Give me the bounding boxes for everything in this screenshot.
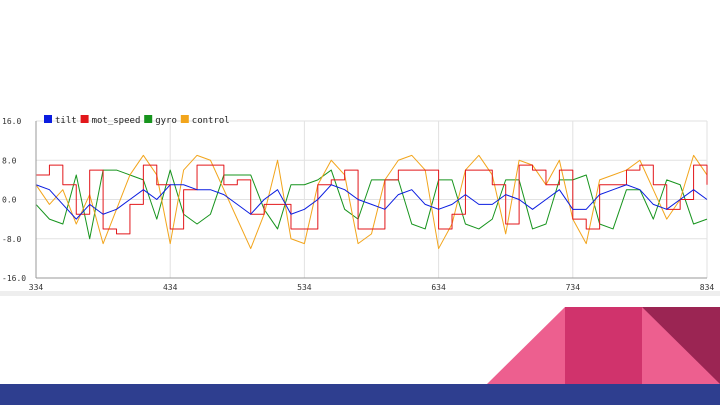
series-line-mot-speed: [36, 164, 708, 235]
legend-swatch-tilt: [44, 115, 52, 123]
legend: tilt mot_speed gyro control: [44, 115, 230, 126]
y-tick-label: -16.0: [2, 274, 26, 283]
series-layer: [35, 154, 708, 250]
bottom-bar: [0, 384, 720, 405]
legend-label: mot_speed: [92, 116, 141, 126]
serial-plotter: 16.0 8.0 0.0 -8.0 -16.0 334 434 534 634 734 834 ti…: [0, 113, 720, 296]
y-tick-label: 16.0: [2, 117, 21, 126]
series-line-tilt: [35, 184, 708, 220]
legend-label: tilt: [55, 116, 77, 126]
decor-triangle-right-dark: [642, 307, 720, 384]
series-line-control: [35, 154, 708, 250]
y-tick-label: 8.0: [2, 156, 17, 165]
legend-swatch-mot-speed: [80, 115, 89, 123]
x-tick-label: 534: [297, 283, 312, 292]
legend-swatch-control: [180, 115, 189, 123]
y-tick-label: 0.0: [2, 196, 17, 205]
decor-square-mid: [565, 307, 642, 384]
plotter-bottom-strip: [0, 291, 720, 296]
legend-swatch-gyro: [144, 115, 153, 123]
decor-triangle-left: [487, 307, 565, 384]
x-tick-label: 734: [566, 283, 581, 292]
x-tick-label: 634: [431, 283, 446, 292]
legend-label: control: [192, 116, 230, 126]
x-tick-label: 434: [163, 283, 178, 292]
x-tick-label: 834: [700, 283, 715, 292]
x-tick-label: 334: [29, 283, 44, 292]
legend-label: gyro: [155, 116, 177, 126]
y-tick-label: -8.0: [2, 235, 21, 244]
